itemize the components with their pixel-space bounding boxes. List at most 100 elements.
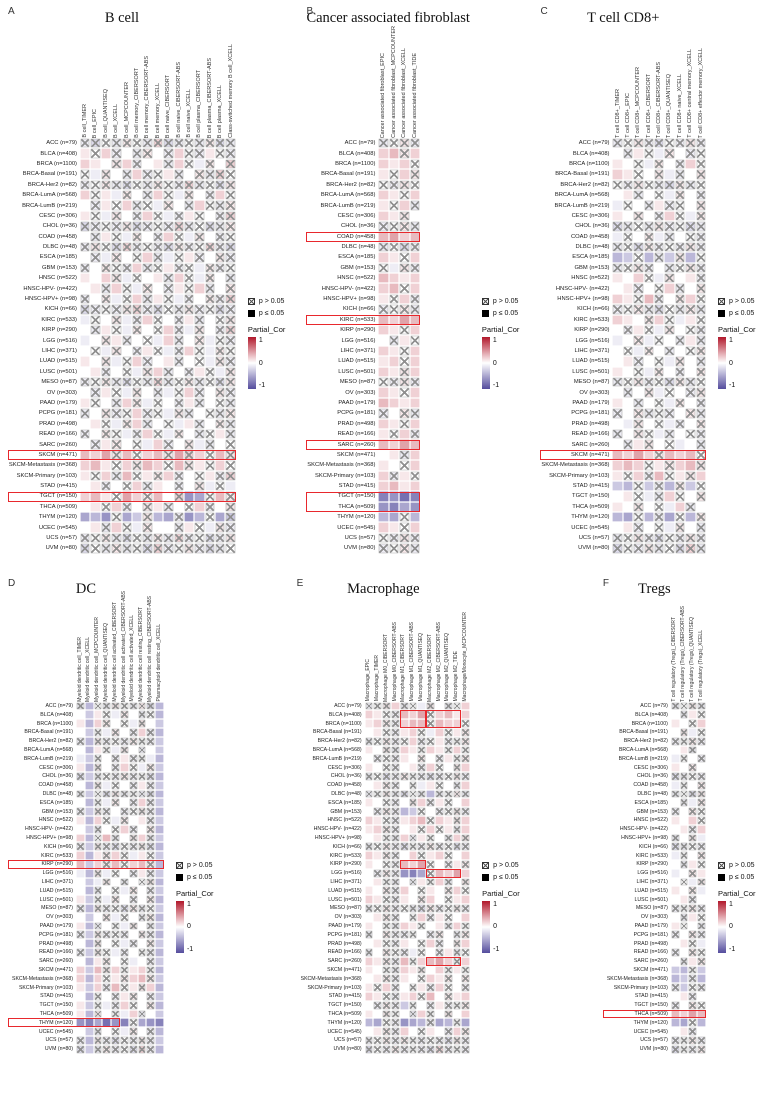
heatmap-cell: [152, 200, 164, 211]
heatmap-cell: [679, 798, 689, 808]
heatmap-cell: [131, 397, 143, 409]
row-label: CHOL (n=36): [42, 223, 77, 230]
row-label: BRCA-LumB (n=219): [320, 202, 376, 209]
heatmap-cell: [121, 304, 132, 315]
heatmap-cell: [163, 460, 174, 471]
row-label: MESO (n=87): [635, 905, 668, 912]
heatmap-cell: [679, 789, 689, 799]
heatmap-cell: [155, 780, 164, 790]
heatmap-cell: [93, 859, 103, 869]
heatmap-cell: [426, 912, 435, 922]
heatmap-cell: [399, 522, 410, 533]
heatmap-cell: [388, 418, 400, 429]
heatmap-cell: [163, 221, 174, 232]
heatmap-cell: [90, 221, 101, 232]
heatmap-cell: [622, 241, 634, 253]
heatmap-cell: [204, 252, 216, 263]
heatmap-cell: [121, 335, 132, 346]
heatmap-cell: [654, 138, 665, 149]
heatmap-cell: [408, 956, 418, 966]
heatmap-cell: [391, 877, 400, 887]
heatmap-cell: [128, 842, 138, 852]
heatmap-cell: [674, 543, 686, 554]
heatmap-cell: [426, 991, 435, 1001]
heatmap-cell: [93, 1035, 103, 1045]
heatmap-cell: [452, 1035, 462, 1045]
heatmap-cell: [622, 179, 634, 190]
heatmap-cell: [121, 470, 132, 481]
heatmap-cell: [93, 815, 103, 825]
heatmap-cell: [194, 408, 205, 419]
heatmap-cell: [204, 148, 216, 159]
heatmap-cell: [654, 543, 665, 554]
heatmap-cell: [364, 1018, 374, 1028]
heatmap-cell: [654, 325, 665, 336]
column-label: B cell naive_CIBERSORT: [165, 74, 172, 138]
heatmap-cell: [80, 439, 91, 450]
heatmap-cell: [90, 522, 101, 533]
heatmap-cell: [183, 460, 195, 471]
heatmap-cell: [173, 231, 184, 242]
heatmap-cell: [111, 273, 122, 284]
row-label: COAD (n=458): [38, 782, 73, 789]
heatmap-cell: [152, 210, 164, 222]
heatmap-cell: [674, 221, 686, 232]
heatmap-cell: [111, 325, 122, 336]
heatmap-cell: [399, 903, 409, 913]
heatmap-cell: [111, 283, 122, 294]
heatmap-cell: [612, 179, 623, 190]
heatmap-cell: [146, 789, 156, 799]
heatmap-cell: [100, 543, 112, 554]
heatmap-cell: [194, 148, 205, 159]
heatmap-cell: [417, 939, 427, 948]
heatmap-cell: [84, 895, 94, 904]
row-label: UCS (n=57): [640, 1037, 668, 1044]
heatmap-cell: [204, 470, 216, 481]
heatmap-cell: [152, 189, 164, 201]
row-label: MESO (n=87): [573, 379, 610, 386]
heatmap-cell: [76, 763, 85, 772]
heatmap-cell: [111, 736, 120, 746]
heatmap-cell: [399, 789, 409, 799]
row-label: HNSC (n=522): [337, 275, 376, 282]
heatmap-cell: [163, 325, 174, 336]
heatmap-cell: [128, 859, 138, 869]
heatmap-cell: [142, 439, 153, 450]
row-label: UCS (n=57): [45, 1037, 73, 1044]
row-label: SKCM (n=471): [633, 966, 668, 973]
heatmap-cell: [119, 868, 129, 878]
heatmap-cell: [155, 701, 164, 711]
heatmap-cell: [633, 189, 644, 201]
heatmap-cell: [674, 460, 686, 471]
heatmap-cell: [373, 1044, 383, 1054]
heatmap-cell: [373, 895, 383, 904]
heatmap-cell: [674, 345, 686, 357]
heatmap-cell: [364, 903, 374, 913]
heatmap-cell: [111, 470, 122, 481]
heatmap-cell: [664, 439, 675, 450]
heatmap-cell: [194, 221, 205, 232]
heatmap-cell: [102, 851, 112, 860]
heatmap-cell: [173, 325, 184, 336]
row-label: PRAD (n=498): [327, 940, 362, 947]
column-label: Macrophage M2_QUANTISEQ: [444, 633, 451, 702]
heatmap-cell: [443, 728, 453, 737]
heatmap-cell: [633, 221, 644, 232]
heatmap-cell: [100, 532, 112, 544]
legend: p > 0.05 p ≤ 0.05 Partial_Cor 1 0 -1: [481, 298, 540, 389]
row-label: BRCA (n=1100): [569, 160, 610, 167]
heatmap-cell: [399, 772, 409, 781]
heatmap-cell: [194, 262, 205, 274]
heatmap-cell: [142, 387, 153, 398]
heatmap-cell: [204, 408, 216, 419]
heatmap-cell: [128, 728, 138, 737]
row-label: BRCA-Her2 (n=82): [326, 181, 376, 188]
heatmap-cell: [654, 169, 665, 180]
heatmap-cell: [378, 397, 389, 409]
heatmap-cell: [119, 754, 129, 764]
heatmap-cell: [111, 895, 120, 904]
heatmap-cell: [399, 728, 409, 737]
heatmap-cell: [388, 252, 400, 263]
heatmap-cell: [670, 772, 680, 781]
heatmap-cell: [100, 314, 112, 326]
